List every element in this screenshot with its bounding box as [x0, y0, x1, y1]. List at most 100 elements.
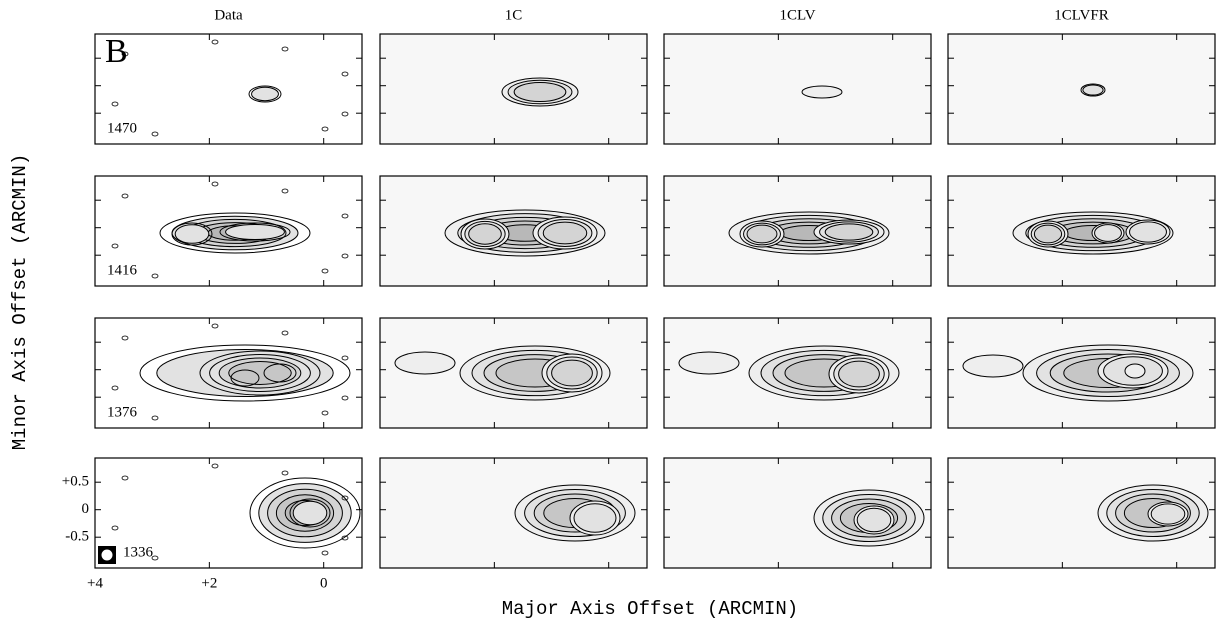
panel: 1336 +4 +2 0 +0.5 0 -0.5 [62, 457, 363, 591]
x-tick-label: +4 [87, 575, 103, 591]
contour [678, 351, 740, 375]
contour [551, 359, 593, 387]
noise-contour [151, 131, 159, 137]
x-tick-label: 0 [320, 575, 328, 591]
contour [513, 81, 567, 103]
contour [824, 223, 874, 241]
contour [219, 222, 291, 242]
contour [1082, 84, 1104, 96]
noise-contour [121, 475, 129, 481]
noise-contour [341, 111, 349, 117]
contour [248, 85, 282, 103]
contour [289, 498, 331, 528]
beam-ellipse [100, 548, 114, 562]
x-tick-label: +2 [201, 575, 217, 591]
y-axis-title: Minor Axis Offset (ARCMIN) [9, 154, 31, 450]
panel [947, 175, 1216, 287]
contour [228, 361, 292, 385]
panel-frame [663, 33, 932, 145]
column-title: 1CLV [779, 7, 815, 23]
noise-contour [211, 39, 219, 45]
noise-contour [281, 470, 289, 476]
noise-contour [341, 253, 349, 259]
y-tick-label: -0.5 [65, 529, 89, 545]
noise-contour [341, 71, 349, 77]
contour [1150, 503, 1186, 525]
x-axis-title: Major Axis Offset (ARCMIN) [502, 598, 798, 620]
contour [1129, 221, 1167, 243]
contour [542, 221, 588, 245]
contour [263, 363, 297, 383]
noise-contour [341, 213, 349, 219]
velocity-label: 1376 [107, 404, 138, 420]
noise-contour [341, 395, 349, 401]
noise-contour [281, 188, 289, 194]
noise-contour [121, 193, 129, 199]
column-title: Data [214, 7, 243, 23]
noise-contour [111, 525, 119, 531]
contour [394, 351, 456, 375]
panel: 1C [379, 7, 648, 145]
noise-contour [211, 323, 219, 329]
noise-contour [121, 51, 129, 57]
contour [962, 354, 1024, 378]
noise-contour [111, 101, 119, 107]
noise-contour [341, 355, 349, 361]
noise-contour [111, 385, 119, 391]
panel-letter: B [105, 33, 128, 70]
contour [249, 477, 361, 549]
contour [199, 350, 321, 396]
noise-contour [111, 243, 119, 249]
noise-contour [211, 181, 219, 187]
noise-contour [151, 273, 159, 279]
noise-contour [321, 126, 329, 132]
noise-contour [151, 415, 159, 421]
noise-contour [341, 535, 349, 541]
contour [159, 212, 311, 254]
panel [379, 457, 648, 569]
noise-contour [321, 410, 329, 416]
contour [230, 369, 260, 387]
contour [292, 500, 328, 526]
contour [468, 223, 502, 245]
contour [746, 224, 778, 244]
column-title: 1C [505, 7, 523, 23]
column-title: 1CLVFR [1054, 7, 1108, 23]
noise-contour [121, 335, 129, 341]
panel: 1CLV [663, 7, 932, 145]
contour [251, 86, 279, 102]
contour [1124, 363, 1146, 379]
noise-contour [341, 495, 349, 501]
velocity-label: 1470 [107, 120, 137, 136]
panel [947, 317, 1216, 429]
panel-frame [94, 33, 363, 145]
contour [225, 223, 285, 241]
contour [801, 85, 843, 99]
noise-contour [281, 330, 289, 336]
panel: 1CLVFR [947, 7, 1216, 145]
contour [174, 224, 210, 244]
contour [139, 344, 351, 402]
panel [379, 317, 648, 429]
panel [663, 457, 932, 569]
noise-contour [211, 463, 219, 469]
contour [573, 503, 617, 533]
contour [838, 360, 880, 388]
panel [379, 175, 648, 287]
noise-contour [321, 550, 329, 556]
noise-contour [151, 555, 159, 561]
panel [663, 317, 932, 429]
noise-contour [321, 268, 329, 274]
panel: 1416 [94, 175, 363, 287]
velocity-label: 1336 [123, 544, 154, 560]
panel: Data 1470 B [94, 7, 363, 145]
y-tick-label: 0 [82, 501, 90, 517]
noise-contour [281, 46, 289, 52]
panel [947, 457, 1216, 569]
y-tick-label: +0.5 [62, 474, 89, 490]
contour [1094, 224, 1122, 242]
contour [856, 507, 892, 533]
velocity-label: 1416 [107, 262, 138, 278]
panel-frame [94, 457, 363, 569]
